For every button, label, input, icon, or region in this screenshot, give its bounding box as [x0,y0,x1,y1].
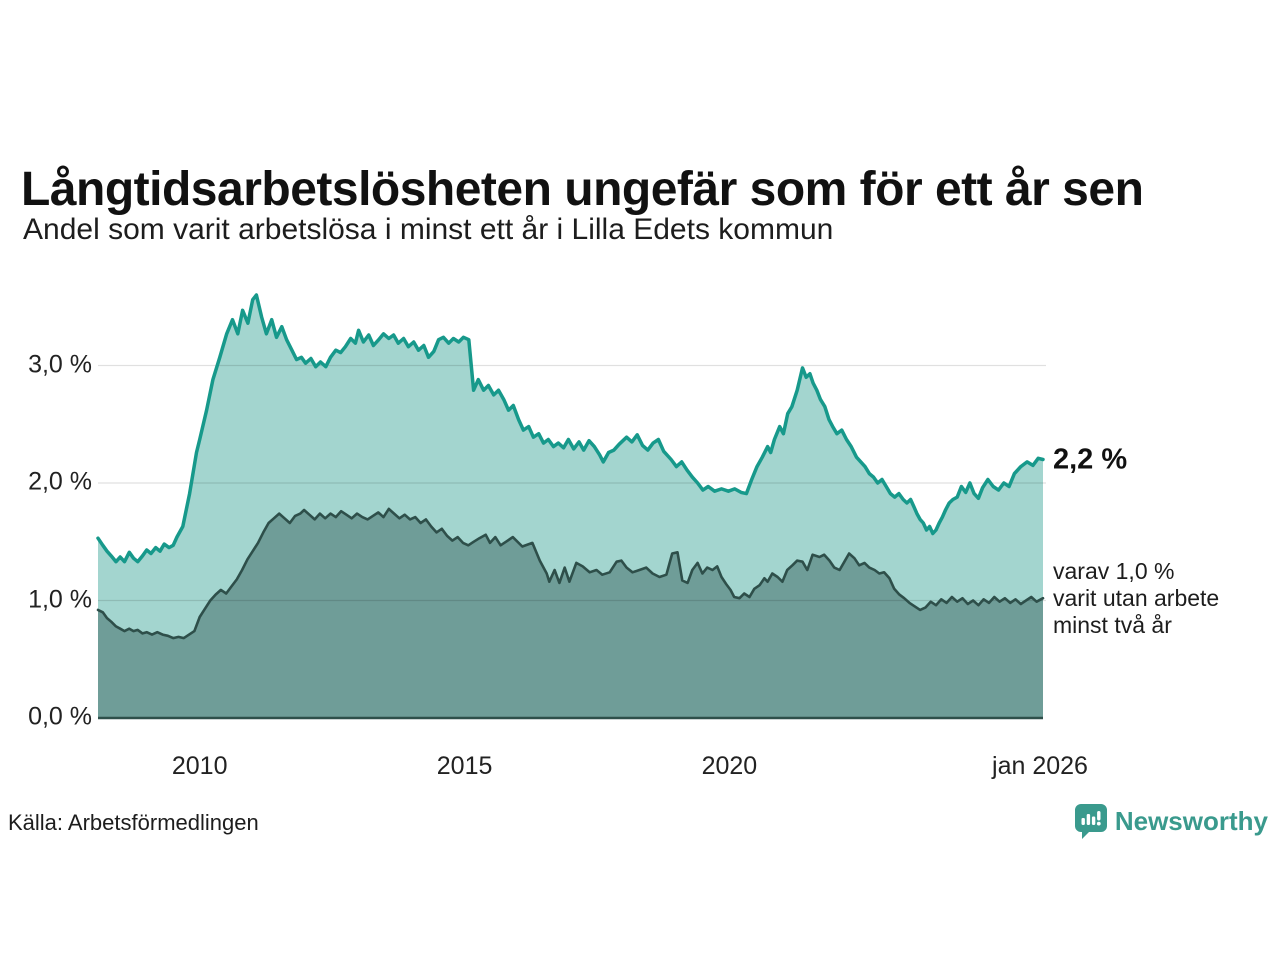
newsworthy-brand: Newsworthy [1074,801,1268,841]
series-area-1 [98,508,1043,718]
x-axis-tick-label: jan 2026 [992,752,1088,780]
newsworthy-wordmark: Newsworthy [1114,805,1268,836]
y-axis-tick-label: 1,0 % [28,584,92,613]
source-credit: Källa: Arbetsförmedlingen [8,810,259,835]
x-axis-tick-label: 2010 [171,752,228,780]
annotation-line: varit utan arbete [1053,585,1220,612]
newsworthy-logo-icon [1074,803,1108,839]
x-axis-tick-label: 2015 [436,752,493,780]
y-axis-tick-label: 0,0 % [28,702,92,731]
page-subtitle: Andel som varit arbetslösa i minst ett å… [23,213,834,246]
annotation-line: minst två år [1053,612,1172,639]
series-end-value-label: 2,2 % [1053,443,1128,475]
x-axis-tick-label: 2020 [701,752,758,780]
series-line-0 [96,293,1045,564]
page-title: Långtidsarbetslösheten ungefär som för e… [21,163,1144,217]
series-line-1 [96,507,1045,640]
y-axis-tick-label: 3,0 % [28,349,92,378]
annotation-line: varav 1,0 % [1053,558,1175,585]
series-end-annotation: varav 1,0 % varit utan arbete minst två … [1053,558,1219,639]
y-axis-tick-label: 2,0 % [28,467,92,496]
